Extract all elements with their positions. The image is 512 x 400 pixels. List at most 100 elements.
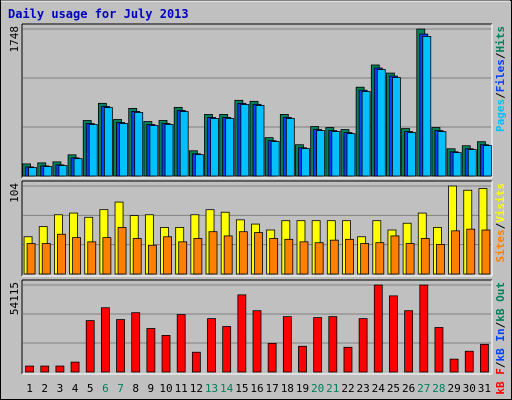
legend: Pages/Files/Hits [494,26,507,132]
legend-entry: kB Out [494,282,507,322]
bar [328,316,338,373]
x-tick-label: 9 [148,382,155,395]
bar [361,91,371,177]
bar [191,351,201,373]
x-tick-label: 14 [220,382,234,395]
x-tick-label: 11 [175,382,188,395]
bar [284,238,294,275]
bar [298,345,307,373]
bar [375,242,385,275]
bar [404,310,414,373]
x-tick-label: 20 [311,382,324,395]
bar [314,242,324,275]
bar [329,239,339,275]
legend-separator: / [494,361,507,368]
x-tick-label: 21 [326,382,339,395]
bar [483,145,492,177]
bar [237,294,247,373]
x-tick-label: 2 [41,382,48,395]
y-max-label: 54115 [8,282,21,315]
legend-entry: kB In [494,328,507,361]
bar [72,237,81,275]
bar [43,166,53,177]
bar [210,118,219,177]
bar [269,238,279,275]
legend-entry: Hits [494,26,507,53]
x-tick-label: 5 [87,382,94,395]
bar [164,124,174,177]
bar [28,167,37,177]
bar [58,165,68,177]
bar [100,307,110,373]
bar [178,241,188,275]
x-tick-label: 24 [372,382,386,395]
bar [222,326,232,373]
legend-entry: Visits [494,183,507,223]
bar [254,232,263,275]
x-tick-label: 12 [190,382,203,395]
bar [390,235,400,275]
y-max-label: 1748 [8,26,21,53]
bar [146,328,156,373]
bar [70,361,80,373]
bar [358,318,368,373]
bar [343,346,353,373]
bar [373,284,383,373]
legend-entry: Sites [494,229,507,262]
bar [55,365,65,373]
bar [301,148,310,177]
x-tick-label: 10 [159,382,172,395]
x-tick-label: 25 [387,382,400,395]
x-tick-label: 16 [250,382,263,395]
bar [176,314,186,373]
bar [161,335,171,373]
bar [449,358,459,373]
x-tick-label: 29 [447,382,460,395]
bar [481,229,491,275]
bar [331,131,341,177]
bar [405,243,415,275]
bar [163,236,172,275]
bar [40,365,50,373]
x-tick-label: 30 [463,382,476,395]
x-tick-label: 28 [432,382,445,395]
bar [132,238,142,275]
bar [436,243,445,275]
x-tick-label: 27 [417,382,430,395]
bar [26,243,36,275]
bar [238,231,248,275]
bar [285,118,295,177]
legend-separator: / [494,92,507,99]
bar [452,152,462,177]
x-tick-label: 7 [117,382,124,395]
bar [194,154,204,177]
bar [57,233,66,275]
bar [85,320,95,373]
x-tick-label: 1 [26,382,33,395]
bar [73,158,83,177]
bar [392,77,401,177]
bar [193,238,203,275]
bar [466,228,476,275]
y-max-label: 104 [8,183,21,203]
bar [467,149,477,177]
legend-separator: / [494,52,507,59]
bar [420,238,430,275]
legend-entry: kB F [494,368,507,395]
bar [434,327,444,373]
bar [451,230,460,275]
bar [480,343,489,373]
bar [208,231,218,275]
bar [87,241,97,275]
bar [223,235,233,275]
bar [267,342,277,373]
bar [179,111,189,177]
x-tick-label: 31 [478,382,491,395]
bar [134,112,144,177]
x-tick-label: 19 [296,382,309,395]
bar [313,317,323,373]
chart-title: Daily usage for July 2013 [8,7,189,21]
bar [464,350,474,373]
bar [255,105,265,177]
